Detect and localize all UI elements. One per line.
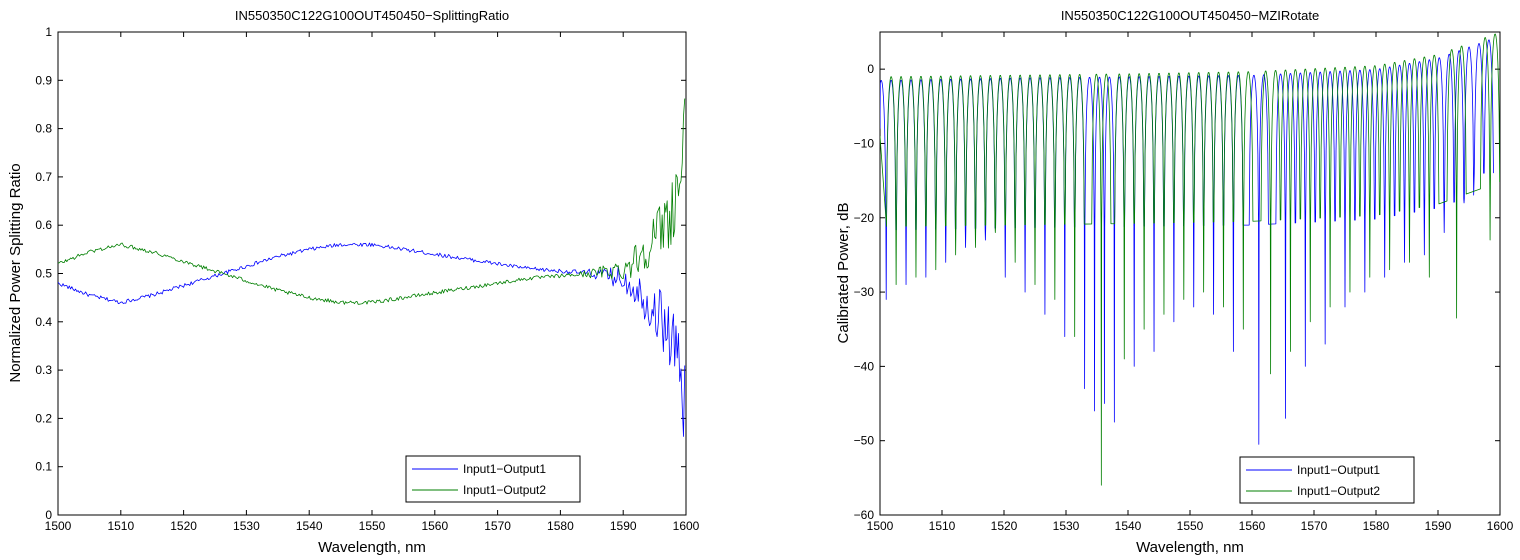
x-tick-label: 1550: [359, 519, 386, 533]
plot-frame: [57, 31, 687, 516]
y-tick-label: 0.2: [35, 411, 52, 425]
x-tick-label: 1520: [991, 519, 1018, 533]
x-tick-label: 1530: [233, 519, 260, 533]
series-layer: [58, 98, 686, 437]
chart-title: IN550350C122G100OUT450450−SplittingRatio: [235, 8, 509, 23]
x-tick-label: 1570: [484, 519, 511, 533]
tick-layer: 1500 1510 1520 1530 1540 1550 1560 1570 1580 1590…: [35, 25, 699, 533]
x-tick-label: 1530: [1053, 519, 1080, 533]
y-tick-label: 0.1: [35, 460, 52, 474]
y-tick-label: 0.4: [35, 315, 52, 329]
x-tick-label: 1590: [1425, 519, 1452, 533]
y-tick-label: 0.8: [35, 122, 52, 136]
x-tick-label: 1500: [867, 519, 894, 533]
x-tick-label: 1540: [296, 519, 323, 533]
x-tick-label: 1500: [45, 519, 72, 533]
y-tick-label: 0.6: [35, 218, 52, 232]
chart-title: IN550350C122G100OUT450450−MZIRotate: [1061, 8, 1319, 23]
tick-layer: 1500 1510 1520 1530 1540 1550 1560 1570 1580 1590…: [854, 32, 1514, 533]
legend-box: [1239, 456, 1415, 504]
x-tick-label: 1580: [1363, 519, 1390, 533]
series-layer: [880, 33, 1500, 486]
y-tick-label: 1: [45, 25, 52, 39]
x-tick-label: 1560: [1239, 519, 1266, 533]
y-tick-label: 0: [45, 508, 52, 522]
x-tick-label: 1600: [1487, 519, 1514, 533]
x-tick-label: 1580: [547, 519, 574, 533]
y-tick-label: −40: [854, 359, 875, 373]
legend-label-input1-output1: Input1−Output1: [463, 462, 546, 476]
x-tick-label: 1570: [1301, 519, 1328, 533]
y-tick-label: −50: [854, 434, 875, 448]
y-tick-label: −30: [854, 285, 875, 299]
x-tick-label: 1600: [673, 519, 700, 533]
x-tick-label: 1560: [421, 519, 448, 533]
y-tick-label: 0.5: [35, 267, 52, 281]
legend-label-input1-output1: Input1−Output1: [1297, 463, 1380, 477]
y-tick-label: 0: [867, 62, 874, 76]
chart-splitting-ratio: IN550350C122G100OUT450450−SplittingRatio…: [7, 8, 700, 556]
x-axis-label: Wavelength, nm: [318, 539, 426, 556]
chart-mzi-rotate: IN550350C122G100OUT450450−MZIRotate Wave…: [835, 8, 1514, 556]
x-tick-label: 1590: [610, 519, 637, 533]
y-tick-label: −60: [854, 508, 875, 522]
y-tick-label: 0.9: [35, 73, 52, 87]
x-tick-label: 1540: [1115, 519, 1142, 533]
legend-label-input1-output2: Input1−Output2: [1297, 484, 1380, 498]
x-tick-label: 1520: [170, 519, 197, 533]
series-line-input1-output2: [880, 33, 1500, 486]
y-tick-label: −10: [854, 136, 875, 150]
series-line-input1-output2: [58, 98, 686, 305]
legend: Input1−Output1 Input1−Output2: [405, 455, 581, 503]
legend-label-input1-output2: Input1−Output2: [463, 483, 546, 497]
y-tick-label: 0.7: [35, 170, 52, 184]
y-tick-label: 0.3: [35, 363, 52, 377]
y-axis-label: Calibrated Power, dB: [835, 203, 852, 344]
y-tick-label: −20: [854, 211, 875, 225]
x-tick-label: 1550: [1177, 519, 1204, 533]
y-axis-label: Normalized Power Splitting Ratio: [7, 163, 24, 382]
x-tick-label: 1510: [107, 519, 134, 533]
x-axis-label: Wavelength, nm: [1136, 539, 1244, 556]
x-tick-label: 1510: [929, 519, 956, 533]
legend: Input1−Output1 Input1−Output2: [1239, 456, 1415, 504]
legend-box: [405, 455, 581, 503]
